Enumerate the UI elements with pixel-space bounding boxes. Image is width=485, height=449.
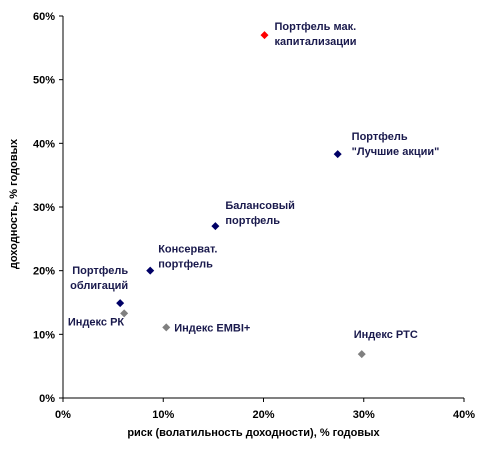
data-point-label: Индекс EMBI+ (174, 322, 250, 334)
data-point-label: Портфель мак. (275, 21, 357, 33)
data-point-label: Портфель (72, 265, 128, 277)
y-tick-label: 30% (33, 202, 55, 214)
data-point-label: капитализации (275, 36, 357, 48)
x-tick-label: 10% (152, 409, 174, 421)
y-tick-label: 40% (33, 138, 55, 150)
data-point-label: Индекс РК (68, 316, 125, 328)
data-points: Портфель мак. капитализации Портфель "Лучши… (68, 21, 440, 359)
data-point-marker (146, 266, 155, 275)
data-point-marker (162, 323, 171, 332)
x-tick-label: 40% (453, 409, 475, 421)
y-axis-label: доходность, % годовых (8, 138, 20, 269)
y-tick-label: 10% (33, 329, 55, 341)
y-axis-ticks: 0% 10% 20% 30% 40% 50% 60% (33, 11, 63, 405)
y-tick-label: 20% (33, 266, 55, 278)
data-point-label: портфель (158, 259, 213, 271)
data-point-marker (116, 299, 125, 308)
data-point-marker (120, 309, 129, 318)
x-axis-label: риск (волатильность доходности), % годов… (127, 427, 380, 439)
data-point-label: Индекс РТС (354, 329, 418, 341)
data-point-label: портфель (225, 215, 280, 227)
x-tick-label: 20% (252, 409, 274, 421)
x-tick-label: 30% (353, 409, 375, 421)
data-point-label: облигаций (70, 280, 128, 292)
y-tick-label: 60% (33, 11, 55, 23)
data-point-label: "Лучшие акции" (352, 146, 440, 158)
data-point-marker (260, 31, 269, 40)
data-point-label: Консерват. (158, 244, 217, 256)
data-point-marker (357, 350, 366, 359)
y-tick-label: 50% (33, 75, 55, 87)
data-point-label: Портфель (352, 131, 408, 143)
y-tick-label: 0% (39, 393, 55, 405)
x-tick-label: 0% (55, 409, 71, 421)
data-point-label: Балансовый (225, 200, 295, 212)
data-point-marker (333, 150, 342, 159)
x-axis-ticks: 0% 10% 20% 30% 40% (55, 398, 475, 421)
data-point-marker (211, 222, 220, 231)
